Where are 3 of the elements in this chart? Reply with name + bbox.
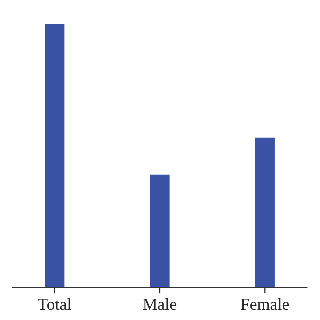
x-tick-label: Female: [241, 298, 290, 310]
x-tick-label: Male: [143, 298, 177, 310]
x-tick-label: Total: [38, 298, 72, 310]
